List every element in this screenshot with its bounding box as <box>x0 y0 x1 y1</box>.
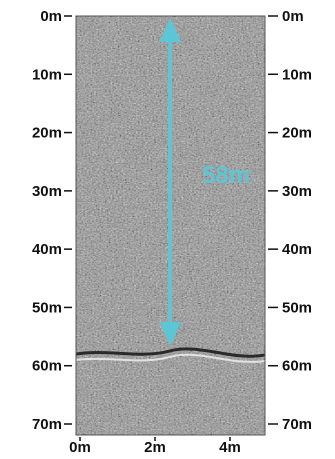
depth-tick-label-left: 20m <box>32 125 62 142</box>
depth-tick-label-right: 0m <box>282 8 304 25</box>
measurement-label: 58m <box>202 162 250 189</box>
distance-tick-label: 4m <box>219 439 241 456</box>
depth-tick-label-left: 30m <box>32 183 62 200</box>
depth-tick-label-right: 60m <box>282 358 312 375</box>
depth-tick-label-left: 60m <box>32 358 62 375</box>
distance-tick-label: 0m <box>69 439 91 456</box>
depth-tick-label-right: 70m <box>282 416 312 433</box>
reflector-light-line <box>76 353 265 363</box>
depth-tick-label-right: 50m <box>282 299 312 316</box>
reflector-dark-line <box>76 347 265 358</box>
depth-measurement-arrow <box>159 18 181 347</box>
depth-tick-label-right: 20m <box>282 125 312 142</box>
depth-tick-label-left: 70m <box>32 416 62 433</box>
distance-tick-label: 2m <box>144 439 166 456</box>
depth-tick-label-right: 10m <box>282 66 312 83</box>
reflector-band <box>76 347 265 363</box>
depth-tick-label-left: 50m <box>32 299 62 316</box>
depth-tick-label-left: 0m <box>40 8 62 25</box>
depth-tick-label-right: 30m <box>282 183 312 200</box>
depth-tick-label-left: 10m <box>32 66 62 83</box>
depth-tick-label-right: 40m <box>282 241 312 258</box>
arrow-head-top <box>159 18 181 42</box>
depth-axis-right: 0m 10m 20m 30m 40m 50m 60m 70m <box>268 8 312 433</box>
arrow-head-bottom <box>159 322 181 347</box>
radargram-border <box>75 15 266 436</box>
depth-tick-label-left: 40m <box>32 241 62 258</box>
distance-axis: 0m 2m 4m <box>69 437 241 456</box>
depth-axis-left: 0m 10m 20m 30m 40m 50m 60m 70m <box>32 8 72 433</box>
